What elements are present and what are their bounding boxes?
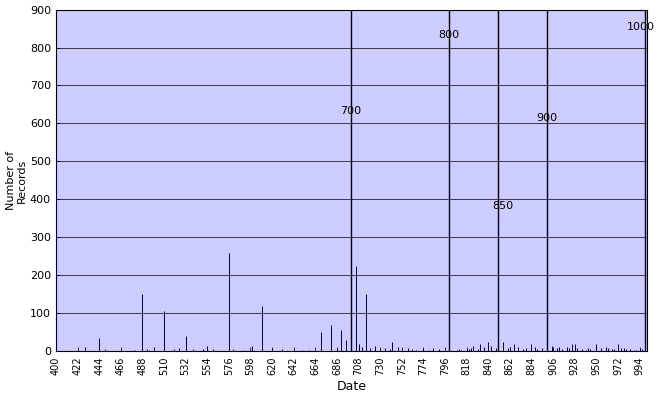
Text: 700: 700: [340, 106, 362, 116]
Text: 1000: 1000: [627, 22, 654, 32]
Text: 850: 850: [492, 201, 514, 211]
Text: 900: 900: [537, 113, 558, 123]
Text: 800: 800: [438, 30, 459, 40]
Y-axis label: Number of
Records: Number of Records: [5, 151, 27, 210]
X-axis label: Date: Date: [336, 380, 367, 393]
